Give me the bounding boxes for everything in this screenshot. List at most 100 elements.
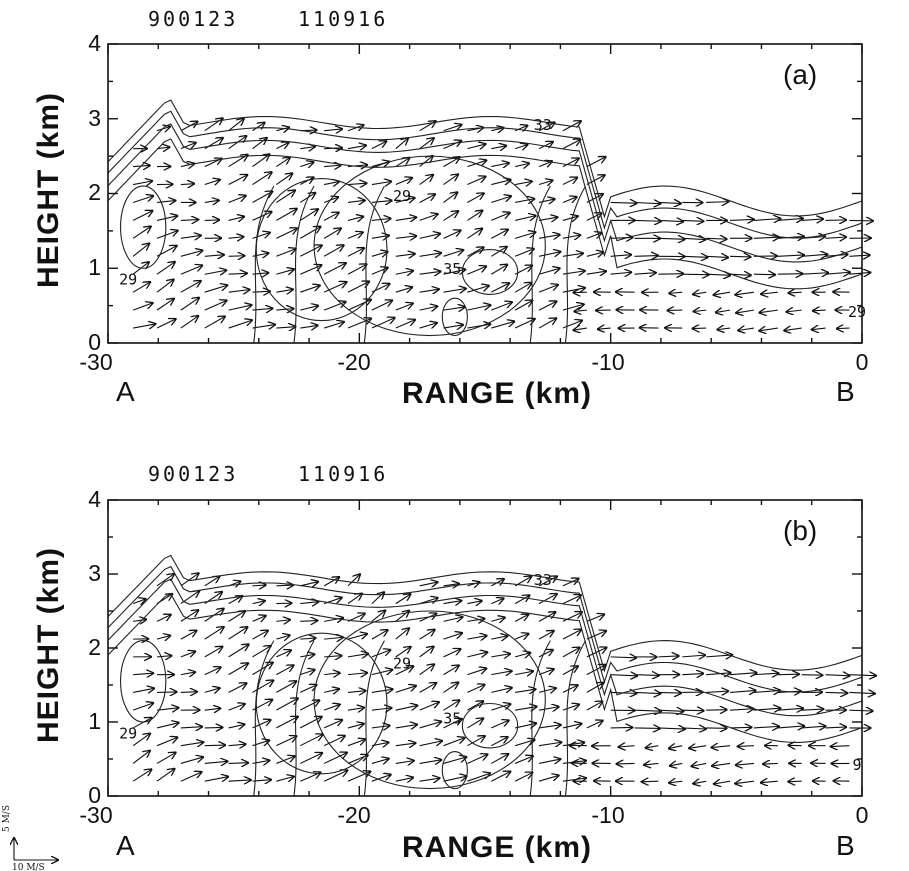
wind-vector <box>801 254 828 256</box>
wind-vector <box>276 173 292 185</box>
wind-vector <box>347 739 365 747</box>
wind-vector <box>252 616 266 622</box>
wind-vector <box>132 703 153 711</box>
wind-vector <box>228 320 252 329</box>
wind-vector <box>204 761 228 763</box>
wind-vector <box>716 310 731 312</box>
wind-vector <box>467 211 482 221</box>
wind-vector <box>300 285 320 293</box>
wind-vector <box>228 196 246 203</box>
wind-vector <box>276 665 293 676</box>
wind-vector <box>300 582 318 586</box>
wind-vector <box>825 692 848 693</box>
wind-vector <box>156 753 176 764</box>
wind-vector <box>812 328 826 330</box>
wind-vector <box>252 172 272 185</box>
wind-vector <box>419 156 433 168</box>
panel-a-ytick-label: 4 <box>88 30 101 56</box>
wind-vector <box>132 211 152 221</box>
wind-vector <box>515 181 532 184</box>
wind-vector <box>514 249 534 257</box>
wind-vector <box>204 317 225 329</box>
wind-vector <box>132 751 150 764</box>
contour-line <box>107 554 863 673</box>
wind-vector <box>395 686 416 693</box>
contour-line <box>529 640 551 797</box>
contour-label: 29 <box>393 187 411 205</box>
wind-vector <box>443 665 459 676</box>
wind-vector <box>324 165 341 166</box>
panel-a-end-label: B <box>836 376 855 407</box>
contour-line <box>107 593 863 743</box>
scale-horizontal-label: 10 M/S <box>12 863 45 871</box>
wind-vector <box>849 272 870 274</box>
wind-vector <box>419 306 438 310</box>
wind-vector <box>252 631 268 640</box>
wind-vector <box>180 672 195 675</box>
wind-vector <box>763 763 778 764</box>
wind-vector <box>180 316 198 329</box>
wind-vector <box>682 674 703 675</box>
panel-b-ticks <box>107 499 863 797</box>
wind-vector <box>586 271 606 274</box>
contour-line <box>564 185 587 344</box>
wind-vector <box>730 274 751 275</box>
wind-vector <box>228 273 247 274</box>
wind-vector <box>252 662 273 676</box>
wind-vector <box>646 746 659 748</box>
wind-vector <box>276 127 289 130</box>
wind-vector <box>562 724 582 728</box>
wind-vector <box>515 163 529 166</box>
wind-vector <box>736 310 755 313</box>
wind-vector <box>252 680 274 693</box>
contour-line <box>255 178 388 322</box>
wind-vector <box>252 123 265 132</box>
wind-vector <box>252 291 270 292</box>
wind-vector <box>347 183 366 184</box>
wind-vector <box>300 717 321 729</box>
wind-vector <box>562 178 577 186</box>
wind-vector <box>323 213 339 221</box>
wind-vector <box>347 232 363 239</box>
wind-vector <box>467 247 483 257</box>
panel-b-header-time: 110916 <box>298 462 388 486</box>
wind-vector <box>753 237 779 238</box>
contour-line <box>107 99 863 219</box>
wind-vector <box>419 722 442 729</box>
wind-vector <box>514 634 528 639</box>
wind-vector <box>395 725 417 728</box>
wind-vector <box>276 650 291 658</box>
wind-vector <box>837 328 850 329</box>
wind-vector <box>299 227 320 239</box>
wind-vector <box>204 627 224 640</box>
wind-vector <box>573 328 587 330</box>
wind-vector <box>491 654 510 657</box>
wind-vector <box>180 265 202 275</box>
wind-vector <box>324 129 342 131</box>
contour-label: 33 <box>534 571 552 589</box>
panel-a-xaxis-label: RANGE (km) <box>402 377 592 410</box>
wind-vector <box>395 666 414 676</box>
wind-vector <box>132 226 151 239</box>
scale-vertical-label: 5 M/S <box>2 805 12 832</box>
wind-vector <box>730 727 751 728</box>
wind-vector <box>759 310 778 313</box>
wind-vector <box>419 271 441 274</box>
wind-vector <box>706 655 732 657</box>
wind-vector <box>347 125 364 131</box>
wind-vector <box>300 638 315 639</box>
wind-vector <box>156 615 171 622</box>
wind-vector <box>717 328 731 330</box>
panel-b-vector-field <box>132 573 876 784</box>
wind-vector <box>443 288 466 292</box>
wind-vector <box>634 710 661 711</box>
wind-vector <box>276 327 295 328</box>
wind-vector <box>252 212 272 221</box>
wind-vector <box>515 689 535 692</box>
wind-vector <box>228 744 246 746</box>
wind-vector <box>825 220 846 221</box>
wind-vector <box>586 233 602 239</box>
wind-vector <box>610 657 637 658</box>
panel-b-header-date: 900123 <box>148 462 238 486</box>
wind-vector <box>443 174 459 185</box>
